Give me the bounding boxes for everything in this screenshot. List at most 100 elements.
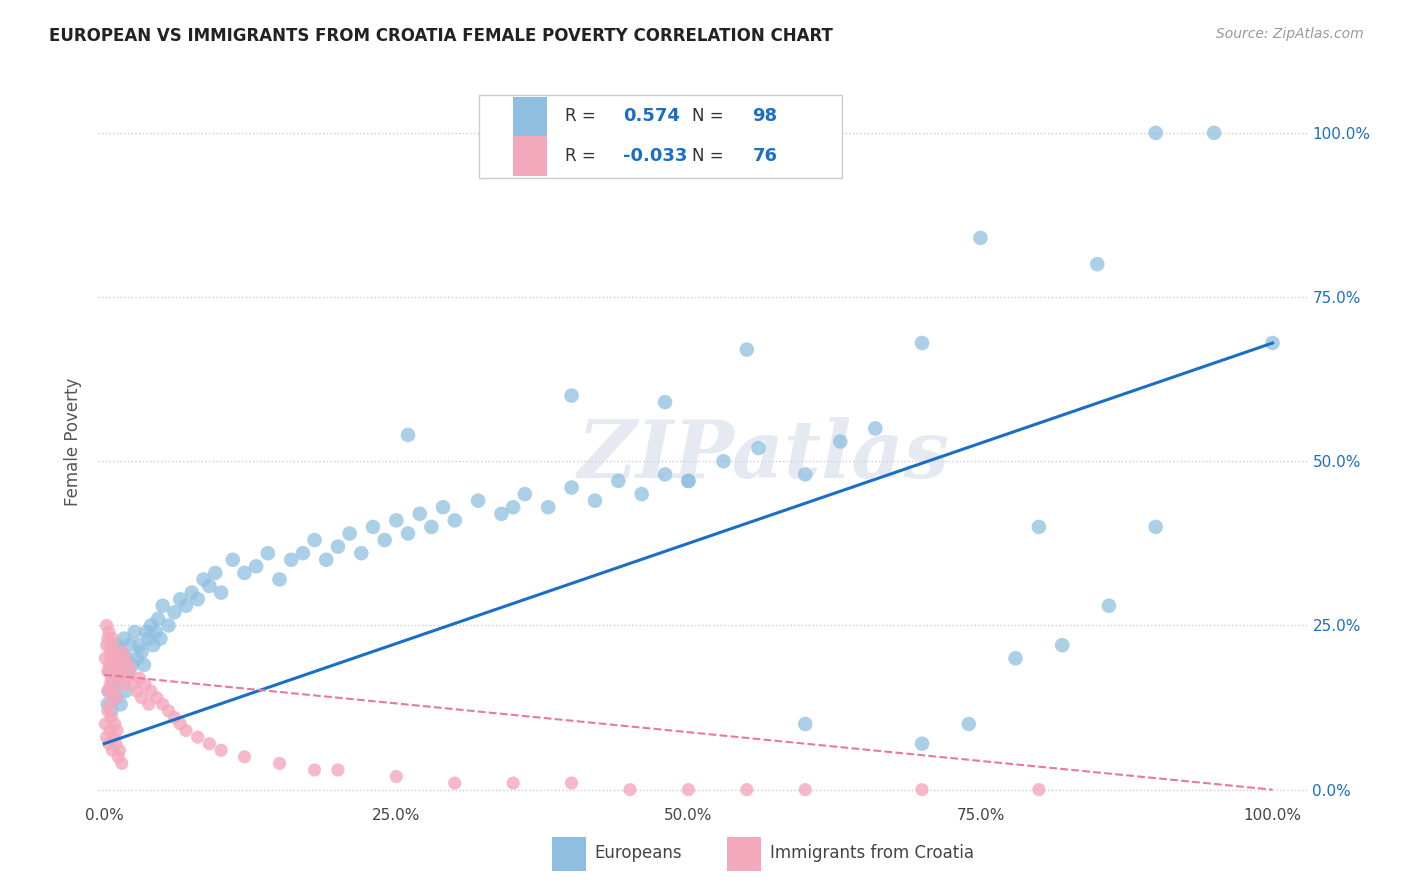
Point xyxy=(104,651,127,665)
Point xyxy=(654,395,676,409)
Point xyxy=(163,605,186,619)
Point xyxy=(131,690,153,705)
Point xyxy=(98,645,121,659)
Point xyxy=(101,632,124,646)
Point xyxy=(98,723,121,738)
Point xyxy=(513,487,536,501)
Point xyxy=(111,756,134,771)
Point xyxy=(304,533,326,547)
Point xyxy=(146,690,169,705)
Point xyxy=(794,467,817,482)
Point xyxy=(94,651,117,665)
Point xyxy=(117,665,139,679)
Point xyxy=(326,763,349,777)
Point xyxy=(443,513,465,527)
Point xyxy=(361,520,384,534)
Point xyxy=(112,677,135,691)
Point xyxy=(124,625,146,640)
Point xyxy=(180,585,202,599)
Point xyxy=(96,638,118,652)
Point xyxy=(794,782,817,797)
Point xyxy=(111,651,134,665)
Point xyxy=(169,717,191,731)
Point xyxy=(107,671,129,685)
Y-axis label: Female Poverty: Female Poverty xyxy=(65,377,83,506)
Point xyxy=(146,612,169,626)
Bar xyxy=(513,96,547,136)
Point xyxy=(561,481,583,495)
Point xyxy=(193,573,215,587)
Point xyxy=(100,638,122,652)
Point xyxy=(132,657,155,672)
Point xyxy=(100,704,122,718)
Point xyxy=(96,618,118,632)
Text: 76: 76 xyxy=(752,147,778,165)
Point xyxy=(111,665,134,679)
Point xyxy=(101,743,124,757)
Point xyxy=(233,566,256,580)
Point xyxy=(103,684,125,698)
Text: EUROPEAN VS IMMIGRANTS FROM CROATIA FEMALE POVERTY CORRELATION CHART: EUROPEAN VS IMMIGRANTS FROM CROATIA FEMA… xyxy=(49,27,834,45)
Point xyxy=(209,585,232,599)
Point xyxy=(502,776,524,790)
Text: Source: ZipAtlas.com: Source: ZipAtlas.com xyxy=(1216,27,1364,41)
Point xyxy=(561,776,583,790)
Point xyxy=(174,599,197,613)
Point xyxy=(121,657,143,672)
Point xyxy=(619,782,641,797)
Point xyxy=(713,454,735,468)
Point xyxy=(735,343,758,357)
Point xyxy=(911,782,934,797)
Point xyxy=(1028,520,1050,534)
Point xyxy=(104,657,127,672)
Point xyxy=(187,730,209,744)
Point xyxy=(125,684,148,698)
Point xyxy=(98,677,121,691)
Point xyxy=(110,698,132,712)
Point xyxy=(583,493,606,508)
Text: R =: R = xyxy=(565,107,602,126)
Point xyxy=(107,749,129,764)
Point xyxy=(97,684,120,698)
Point xyxy=(118,665,141,679)
Point xyxy=(108,671,131,685)
Point xyxy=(115,651,138,665)
Bar xyxy=(551,837,586,871)
Point xyxy=(630,487,652,501)
Point xyxy=(1085,257,1108,271)
Point xyxy=(108,645,131,659)
Point xyxy=(1028,782,1050,797)
Point xyxy=(118,638,141,652)
Text: Immigrants from Croatia: Immigrants from Croatia xyxy=(769,845,973,863)
Point xyxy=(467,493,489,508)
Point xyxy=(396,526,419,541)
Point xyxy=(1261,336,1284,351)
Point xyxy=(110,657,132,672)
Point xyxy=(104,690,127,705)
Point xyxy=(125,651,148,665)
Point xyxy=(122,677,145,691)
Point xyxy=(100,710,122,724)
Point xyxy=(152,698,174,712)
Point xyxy=(291,546,314,560)
Point xyxy=(245,559,267,574)
Point xyxy=(747,441,769,455)
Point xyxy=(135,625,157,640)
Point xyxy=(420,520,443,534)
Point xyxy=(654,467,676,482)
Point xyxy=(134,677,156,691)
Point xyxy=(142,638,165,652)
Point xyxy=(1204,126,1226,140)
Point xyxy=(98,665,121,679)
Point xyxy=(97,632,120,646)
Point xyxy=(174,723,197,738)
Point xyxy=(865,421,887,435)
Point xyxy=(269,756,291,771)
Point xyxy=(139,618,162,632)
Point xyxy=(128,638,150,652)
Point xyxy=(969,231,991,245)
Point xyxy=(104,645,127,659)
Point xyxy=(103,677,125,691)
Point xyxy=(678,474,700,488)
Point xyxy=(911,737,934,751)
